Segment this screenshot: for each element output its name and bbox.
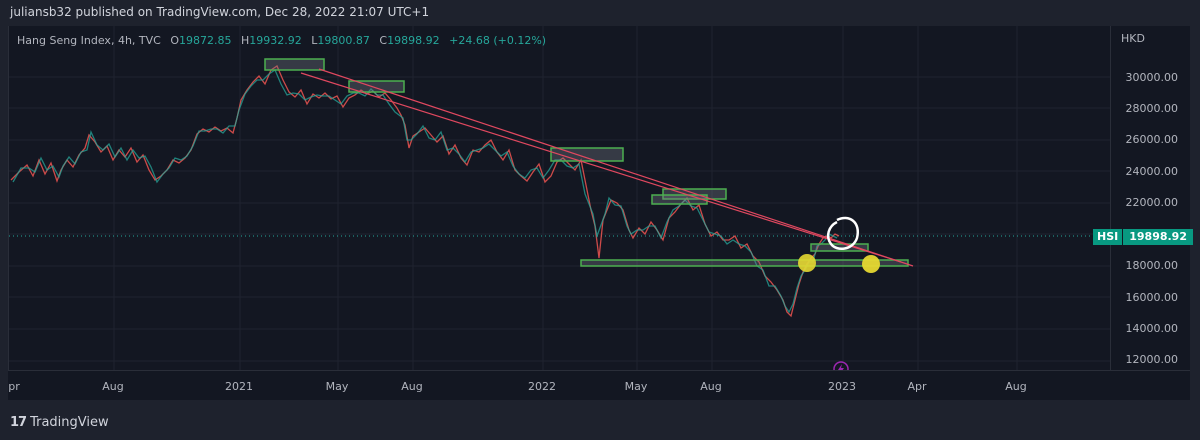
last-price-tag: HSI 19898.92 (1093, 229, 1193, 245)
chart-legend[interactable]: Hang Seng Index, 4h, TVC O19872.85 H1993… (17, 34, 546, 47)
price-chart-canvas[interactable] (9, 26, 1111, 370)
time-tick: Aug (700, 380, 722, 393)
high-value: 19932.92 (249, 34, 302, 47)
time-tick: Aug (102, 380, 124, 393)
price-tick: 28000.00 (1125, 102, 1179, 115)
price-tick: 16000.00 (1125, 291, 1179, 304)
symbol-tag: HSI (1093, 229, 1124, 245)
time-tick: pr (8, 380, 20, 393)
chart-pane[interactable]: Hang Seng Index, 4h, TVC O19872.85 H1993… (8, 26, 1111, 370)
hand-drawn-circle (826, 216, 860, 251)
open-value: 19872.85 (179, 34, 232, 47)
price-tick: 26000.00 (1125, 133, 1179, 146)
trendlines (300, 68, 914, 267)
publish-info: juliansb32 published on TradingView.com,… (10, 5, 430, 19)
low-value: 19800.87 (317, 34, 370, 47)
last-price-value: 19898.92 (1123, 229, 1193, 245)
time-tick: May (325, 380, 349, 393)
time-tick: 2023 (828, 380, 856, 393)
candles (10, 65, 840, 318)
price-tick: 14000.00 (1125, 322, 1179, 335)
zone-18000-support (580, 259, 909, 267)
price-scale[interactable]: HKD 30000.00 28000.00 26000.00 24000.00 … (1093, 26, 1193, 370)
zone-dec-2022 (810, 243, 869, 252)
zone-2022-jun-lower (651, 194, 708, 205)
trendline-upper (318, 68, 914, 267)
time-tick: May (624, 380, 648, 393)
tradingview-branding[interactable]: 17 TradingView (10, 415, 109, 430)
zone-2021-mid (348, 80, 405, 93)
change-value: +24.68 (+0.12%) (449, 34, 547, 47)
grid-lines (9, 26, 1111, 370)
trendline-lower-visible (300, 72, 902, 263)
price-tick: 12000.00 (1125, 353, 1179, 366)
event-lightning-icon (833, 361, 849, 370)
price-tick: 18000.00 (1125, 259, 1179, 272)
symbol-title[interactable]: Hang Seng Index, 4h, TVC (17, 34, 161, 47)
price-tick: 30000.00 (1125, 71, 1179, 84)
time-scale[interactable]: pr Aug 2021 May Aug 2022 May Aug 2023 Ap… (8, 370, 1190, 400)
high-label: H (241, 34, 250, 47)
highlight-circle-feb (862, 255, 880, 273)
close-label: C (379, 34, 388, 47)
publish-bar: juliansb32 published on TradingView.com,… (0, 0, 1200, 25)
tradingview-logo-icon: 17 (10, 415, 27, 430)
time-tick: Apr (907, 380, 927, 393)
time-tick: 2021 (225, 380, 253, 393)
time-tick: Aug (1005, 380, 1027, 393)
open-label: O (170, 34, 179, 47)
low-label: L (311, 34, 318, 47)
time-tick: Aug (401, 380, 423, 393)
time-tick: 2022 (528, 380, 556, 393)
price-tick: 24000.00 (1125, 165, 1179, 178)
zone-2021-top (264, 58, 325, 71)
highlight-circle-nov (798, 254, 816, 272)
currency-label: HKD (1121, 32, 1145, 45)
close-value: 19898.92 (387, 34, 440, 47)
brand-name: TradingView (30, 415, 109, 430)
price-tick: 22000.00 (1125, 196, 1179, 209)
